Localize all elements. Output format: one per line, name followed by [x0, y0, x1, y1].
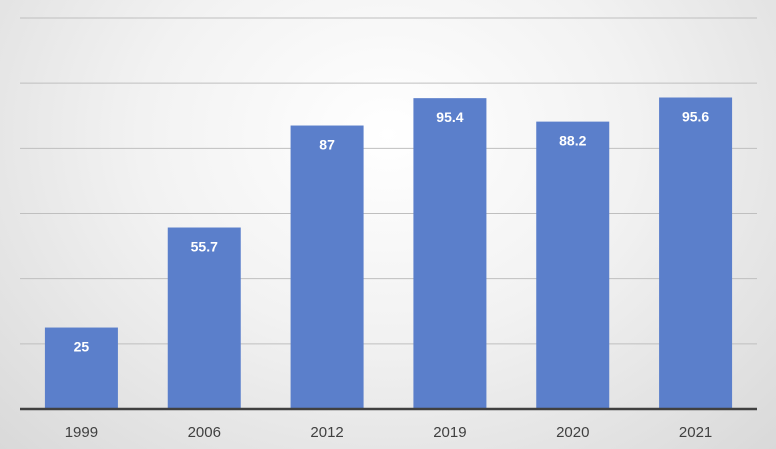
data-label: 95.4	[436, 109, 463, 125]
x-tick-label: 2021	[679, 424, 712, 441]
data-label: 95.6	[682, 109, 709, 125]
bar-2021	[659, 97, 733, 410]
bar-1999	[44, 327, 118, 409]
bar-2020	[536, 121, 610, 410]
data-label: 88.2	[559, 133, 586, 149]
x-tick-label: 2006	[188, 424, 221, 441]
x-tick-label: 2019	[433, 424, 466, 441]
x-tick-label: 1999	[65, 424, 98, 441]
bar-2012	[290, 125, 364, 410]
data-label: 87	[319, 137, 335, 153]
data-label: 55.7	[191, 239, 218, 255]
data-label: 25	[74, 339, 90, 355]
bars-group	[44, 97, 733, 410]
gridlines	[20, 17, 757, 345]
x-tick-label: 2012	[310, 424, 343, 441]
x-tick-labels-group: 1999 2006 2012 2019 2020 2021	[65, 424, 713, 441]
x-tick-label: 2020	[556, 424, 589, 441]
bar-2006	[167, 227, 241, 409]
data-labels-group: 25 55.7 87 95.4 88.2 95.6	[74, 109, 710, 355]
bar-2019	[413, 98, 487, 409]
